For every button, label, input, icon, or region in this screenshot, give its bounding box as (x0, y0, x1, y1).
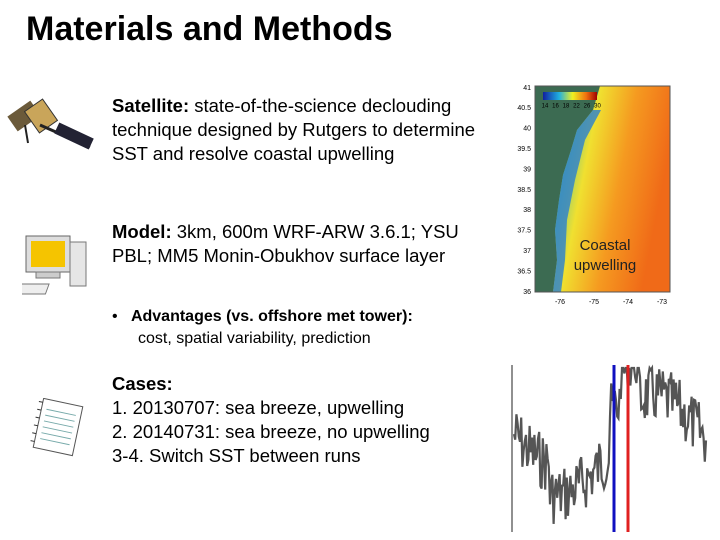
slide-title: Materials and Methods (26, 10, 393, 48)
cold-coast (553, 110, 601, 292)
computer-icon (22, 235, 87, 295)
colorbar (543, 92, 597, 100)
line: 3-4. Switch SST between runs (112, 445, 361, 466)
lat-label: 36.5 (517, 268, 531, 275)
land (535, 86, 600, 292)
lat-label: 36 (523, 289, 531, 296)
lat-label: 37 (523, 248, 531, 255)
sst-map: Coastal upwelling 41 40.5 40 39.5 39 38.5 38 37.… (517, 85, 671, 306)
lat-label: 40.5 (517, 105, 531, 112)
colorbar-label: 16 (552, 104, 559, 110)
label: Cases: (112, 373, 173, 394)
lon-label: -76 (555, 299, 565, 306)
colorbar-label: 30 (594, 104, 601, 110)
text: state-of-the-science declouding techniqu… (112, 95, 476, 164)
colorbar-label: 22 (573, 104, 580, 110)
label: Satellite: (112, 95, 190, 116)
lat-label: 40 (523, 126, 531, 133)
colorbar-label: 14 (542, 104, 549, 110)
time-series-plot (511, 364, 708, 532)
map-frame (534, 85, 671, 293)
satellite-icon (7, 98, 94, 150)
text: 3km, 600m WRF-ARW 3.6.1; YSU PBL; MM5 Mo… (112, 221, 459, 266)
model-paragraph: Model: 3km, 600m WRF-ARW 3.6.1; YSU PBL;… (112, 220, 492, 268)
text: cost, spatial variability, prediction (138, 330, 371, 347)
lon-label: -73 (657, 299, 667, 306)
label: Model: (112, 221, 172, 242)
label: Advantages (vs. offshore met tower): (130, 308, 413, 325)
lat-label: 39.5 (517, 146, 531, 153)
bullet: • Advantages (vs. offshore met tower): co… (112, 308, 413, 347)
lat-label: 38.5 (517, 187, 531, 194)
notebook-icon (30, 398, 84, 457)
lat-label: 41 (523, 85, 531, 92)
colorbar-label: 26 (584, 104, 591, 110)
satellite-paragraph: Satellite: state-of-the-science decloudi… (112, 94, 492, 166)
lat-label: 37.5 (517, 228, 531, 235)
cases-paragraph: Cases: 1. 20130707: sea breeze, upwellin… (112, 372, 512, 468)
line: 1. 20130707: sea breeze, upwelling (112, 397, 405, 418)
colorbar-label: 18 (563, 104, 570, 110)
lon-label: -74 (623, 299, 633, 306)
advantages-bullet: • Advantages (vs. offshore met tower): co… (112, 306, 502, 350)
lat-label: 38 (523, 207, 531, 214)
lat-label: 39 (523, 166, 531, 173)
trace (512, 364, 708, 524)
line: 2. 20140731: sea breeze, no upwelling (112, 421, 430, 442)
map-annotation: Coastal upwelling (574, 237, 637, 274)
lon-label: -75 (589, 299, 599, 306)
